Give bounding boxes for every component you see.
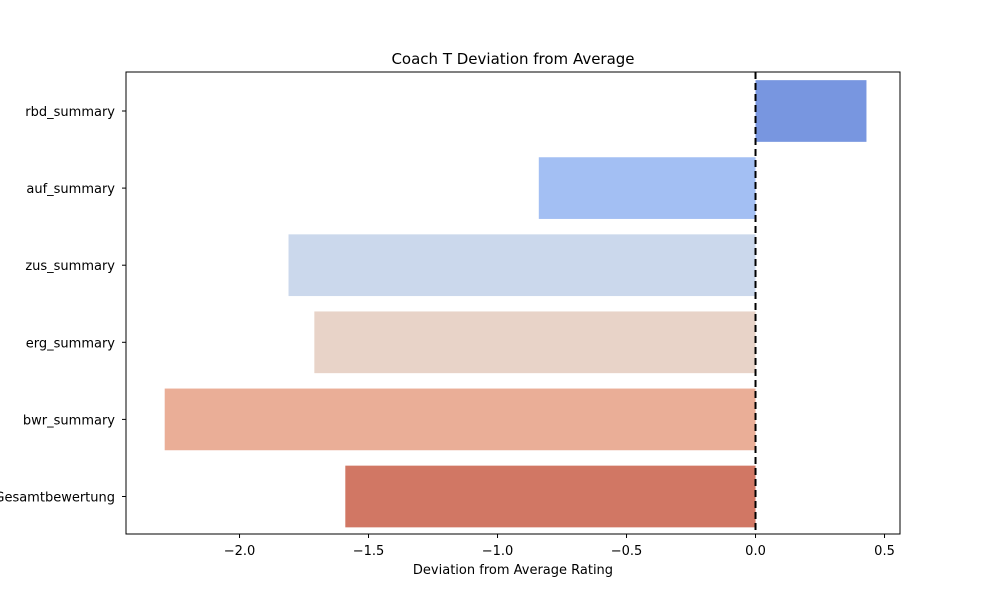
x-tick-label: −0.5 <box>611 544 643 559</box>
y-axis: rbd_summary auf_summary zus_summary erg_sum… <box>0 105 126 506</box>
y-tick-label: rbd_summary <box>25 105 115 120</box>
bar-bwr_summary <box>164 388 756 451</box>
bar-zus_summary <box>288 234 756 297</box>
bar-rbd_summary <box>755 80 867 142</box>
y-tick-label: zus_summary <box>25 259 115 274</box>
x-tick-label: 0.0 <box>745 544 766 559</box>
x-axis-label: Deviation from Average Rating <box>413 563 613 578</box>
x-axis: −2.0 −1.5 −1.0 −0.5 0.0 0.5 <box>224 534 895 559</box>
bar-erg_summary <box>314 311 756 374</box>
y-tick-label: Gesamtbewertung <box>0 491 115 506</box>
x-tick-label: 0.5 <box>874 544 895 559</box>
x-tick-label: −1.5 <box>353 544 385 559</box>
y-tick-label: bwr_summary <box>23 413 115 428</box>
bar-auf_summary <box>538 157 756 219</box>
bar-Gesamtbewertung <box>345 465 756 528</box>
x-tick-label: −1.0 <box>482 544 514 559</box>
bars-layer <box>164 80 867 528</box>
y-tick-label: auf_summary <box>26 182 115 197</box>
plot-frame <box>125 71 901 535</box>
chart-title: Coach T Deviation from Average <box>391 50 634 68</box>
x-tick-label: −2.0 <box>224 544 256 559</box>
y-tick-label: erg_summary <box>26 336 116 351</box>
